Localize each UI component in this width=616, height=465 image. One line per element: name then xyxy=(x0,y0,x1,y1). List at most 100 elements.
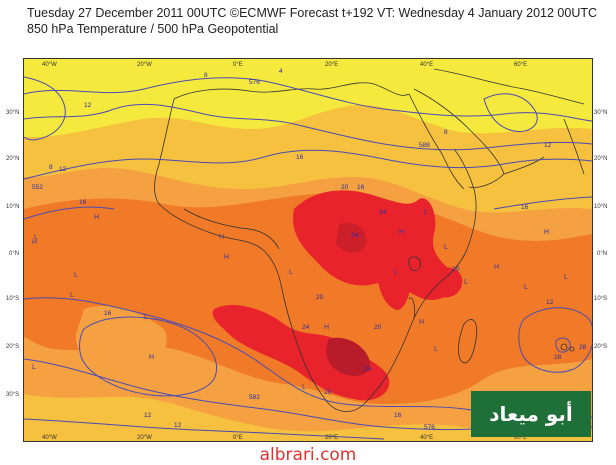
contour-east-inner-ring xyxy=(555,337,571,353)
temp-band-red-central xyxy=(293,190,455,300)
lon-label-top: 60°E xyxy=(514,62,527,68)
lon-label-top: 0°E xyxy=(233,62,243,68)
lat-label-left: 30°N xyxy=(6,110,19,116)
contour-label: 8 xyxy=(49,164,53,171)
pressure-label: H xyxy=(494,264,499,271)
pressure-label: H xyxy=(94,214,99,221)
lon-label-top: 20°E xyxy=(325,62,338,68)
lat-label-left: 20°N xyxy=(6,156,19,162)
contour-label: 20 xyxy=(316,294,324,301)
coast-lake-malawi xyxy=(408,297,415,320)
lon-label-bottom: 40°E xyxy=(420,435,433,441)
lon-label-bottom: 40°W xyxy=(42,435,57,441)
pressure-label: L xyxy=(34,234,38,241)
pressure-label: H xyxy=(324,324,329,331)
temp-band-red-eastcoast xyxy=(434,267,463,298)
contour-label: 8 xyxy=(444,129,448,136)
site-watermark: albrari.com xyxy=(259,445,357,465)
map-subtitle: 850 hPa Temperature / 500 hPa Geopotenti… xyxy=(27,22,279,36)
temp-band-red-east xyxy=(377,248,413,310)
temp-band-dark-orange xyxy=(24,193,592,404)
lon-label-top: 40°E xyxy=(420,62,433,68)
pressure-label: H xyxy=(149,354,154,361)
contour-arabia-loop xyxy=(483,93,538,133)
coast-lake-victoria xyxy=(408,256,421,271)
lat-label-right: 20°N xyxy=(594,156,607,162)
pressure-label: H xyxy=(419,319,424,326)
contour-label: 28 xyxy=(579,344,587,351)
lat-label-left: 20°S xyxy=(6,344,19,350)
lat-label-left: 30°S xyxy=(6,392,19,398)
lat-label-left: 10°N xyxy=(6,204,19,210)
pressure-label: H xyxy=(224,254,229,261)
contour-label: 20 xyxy=(324,389,332,396)
lat-label-right: 0°N xyxy=(597,251,607,257)
coast-india-west xyxy=(563,118,585,175)
coast-gulf-guinea xyxy=(183,208,280,250)
lat-label-right: 10°N xyxy=(594,204,607,210)
contour-label: 582 xyxy=(249,394,260,401)
contour-label: 20 xyxy=(374,324,382,331)
contour-label: 12 xyxy=(59,166,67,173)
contour-582-north xyxy=(24,103,592,151)
contour-label: 12 xyxy=(84,102,92,109)
contour-label: 576 xyxy=(424,424,435,431)
lat-labels-right: 30°N 20°N 10°N 0°N 10°S 20°S xyxy=(594,110,607,350)
pressure-label: L xyxy=(444,244,448,251)
contour-label: 588 xyxy=(419,142,430,149)
lat-label-right: 20°S xyxy=(594,344,607,350)
pressure-label: H xyxy=(219,234,224,241)
contour-left-ring xyxy=(24,76,66,141)
contour-588-north xyxy=(24,149,592,180)
island-reunion xyxy=(560,343,568,351)
contour-label: 12 xyxy=(174,422,182,429)
coast-africa-west xyxy=(154,98,365,412)
contour-mid-west xyxy=(24,206,115,220)
contour-label: 16 xyxy=(394,412,402,419)
contour-label: 576 xyxy=(249,79,260,86)
temp-band-light-orange-west xyxy=(75,305,167,372)
contour-label: 20 xyxy=(341,184,349,191)
contour-label: 552 xyxy=(32,184,43,191)
map-title-block: Tuesday 27 December 2011 00UTC ©ECMWF Fo… xyxy=(27,5,597,37)
pressure-label: L xyxy=(564,274,568,281)
coastlines xyxy=(154,68,585,412)
coast-arabia xyxy=(413,88,505,188)
pressure-label: L xyxy=(289,269,293,276)
contour-label: 24 xyxy=(364,366,372,373)
pressure-label: L xyxy=(74,272,78,279)
contour-east-ring xyxy=(518,307,592,373)
temp-band-darkred-north xyxy=(336,222,367,253)
contour-label: 12 xyxy=(144,412,152,419)
coast-arabian-peninsula-east xyxy=(503,156,545,175)
pressure-label: L xyxy=(302,384,306,391)
lat-label-left: 0°N xyxy=(9,251,19,257)
contour-mid-east xyxy=(493,196,592,210)
lon-label-bottom: 20°E xyxy=(325,435,338,441)
temp-band-yellow-north xyxy=(24,59,592,138)
lat-label-right: 30°N xyxy=(594,110,607,116)
lon-labels-top: 40°W 20°W 0°E 20°E 40°E 60°E xyxy=(42,62,527,68)
coast-africa-east xyxy=(363,148,477,405)
pressure-label: L xyxy=(424,209,428,216)
pressure-label: L xyxy=(144,314,148,321)
lon-label-bottom: 20°W xyxy=(137,435,152,441)
contour-label: 20 xyxy=(452,266,460,273)
lon-labels-bottom: 40°W 20°W 0°E 20°E 40°E 60°E xyxy=(42,435,527,441)
lon-label-bottom: 0°E xyxy=(233,435,243,441)
lat-labels-left: 30°N 20°N 10°N 0°N 10°S 20°S 30°S xyxy=(6,110,19,398)
contour-label: 16 xyxy=(296,154,304,161)
coast-mediterranean xyxy=(173,82,410,100)
weather-map: 40°W 20°W 0°E 20°E 40°E 60°E 40°W 20°W 0… xyxy=(23,58,593,442)
contour-label: 24 xyxy=(379,209,387,216)
temp-band-red-southern xyxy=(212,304,390,401)
lon-label-bottom: 60°E xyxy=(514,435,527,441)
lat-label-left: 10°S xyxy=(6,296,19,302)
watermark-logo: أبو ميعاد xyxy=(471,391,591,437)
pressure-label: L xyxy=(70,292,74,299)
pressure-label: H xyxy=(544,229,549,236)
contour-label: 24 xyxy=(351,232,359,239)
temperature-geopotential-map: 40°W 20°W 0°E 20°E 40°E 60°E 40°W 20°W 0… xyxy=(24,59,592,441)
contour-south-ring xyxy=(79,316,218,397)
pressure-label: H xyxy=(399,229,404,236)
